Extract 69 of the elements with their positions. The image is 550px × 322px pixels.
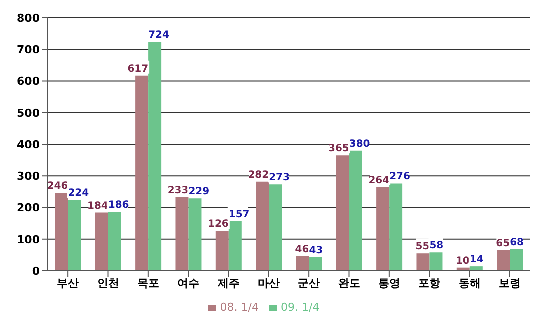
bar (349, 150, 362, 271)
bar (416, 254, 430, 271)
data-label: 186 (108, 200, 130, 212)
y-tick-label: 400 (17, 138, 40, 152)
x-tick-label: 부산 (57, 276, 80, 290)
bar (510, 249, 524, 271)
x-tick-label: 마산 (258, 276, 280, 290)
x-tick-label: 동해 (458, 276, 481, 290)
bar (256, 182, 270, 271)
bar (136, 76, 149, 271)
bar (108, 212, 122, 271)
data-label: 282 (248, 170, 270, 181)
x-tick-label: 완도 (338, 276, 360, 290)
data-label: 157 (228, 209, 250, 220)
y-tick-label: 500 (17, 106, 40, 120)
y-tick-label: 0 (32, 264, 40, 278)
x-tick-label: 제주 (216, 276, 240, 290)
x-tick-label: 목포 (137, 276, 160, 290)
data-label: 46 (295, 244, 310, 256)
data-label: 224 (68, 188, 90, 200)
x-tick-label: 보령 (498, 276, 521, 290)
data-label: 233 (168, 185, 189, 196)
x-tick-label: 인천 (97, 276, 120, 290)
data-label: 14 (470, 254, 484, 266)
data-label: 55 (416, 242, 430, 253)
data-label: 126 (208, 219, 229, 230)
bar (336, 156, 350, 271)
y-tick-label: 300 (17, 170, 40, 184)
bar (188, 198, 202, 271)
data-label: 617 (128, 64, 149, 75)
data-label: 43 (309, 245, 324, 256)
bar (148, 42, 162, 271)
data-label: 276 (390, 172, 410, 183)
y-tick-label: 700 (17, 44, 40, 57)
y-tick-label: 200 (17, 202, 40, 215)
legend-label: 08. 1/4 (220, 301, 259, 314)
bar (376, 188, 390, 271)
bar (216, 231, 229, 271)
data-label: 264 (368, 176, 390, 187)
data-label: 273 (269, 172, 290, 184)
bar (470, 266, 483, 271)
bar (430, 252, 443, 271)
bar (95, 212, 108, 271)
bar (228, 221, 242, 271)
bar (296, 256, 310, 271)
bar (68, 200, 82, 271)
x-tick-label: 통영 (378, 276, 400, 290)
data-label: 229 (188, 186, 210, 198)
data-label: 365 (328, 144, 350, 155)
bar (269, 184, 282, 271)
y-tick-label: 100 (17, 233, 40, 246)
y-tick-label: 800 (17, 12, 40, 25)
data-label: 58 (430, 240, 444, 252)
data-label: 68 (510, 237, 524, 248)
bar (309, 257, 322, 271)
data-label: 65 (496, 238, 510, 250)
bar (497, 250, 510, 271)
bar (176, 197, 189, 271)
data-label: 184 (88, 200, 108, 212)
x-tick-label: 군산 (298, 276, 320, 290)
bar (55, 193, 68, 271)
x-tick-label: 포항 (418, 276, 441, 290)
bar (390, 184, 403, 271)
x-tick-label: 여수 (178, 276, 200, 290)
y-tick-label: 600 (17, 75, 40, 88)
data-label: 724 (148, 30, 170, 42)
data-label: 380 (349, 138, 370, 150)
legend-label: 09. 1/4 (281, 301, 320, 314)
data-label: 10 (456, 256, 470, 267)
